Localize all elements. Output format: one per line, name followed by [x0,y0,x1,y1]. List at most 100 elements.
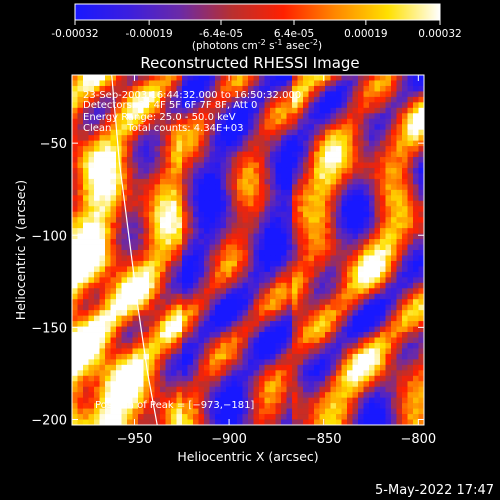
heatmap-cell [198,419,205,425]
heatmap-cell [402,337,408,344]
heatmap-cell [314,381,320,388]
heatmap-cell [187,91,194,98]
heatmap-cell [402,102,408,109]
heatmap-cell [88,332,95,338]
heatmap-cell [215,244,221,251]
heatmap-cell [325,326,331,333]
heatmap-cell [363,113,370,120]
heatmap-cell [105,353,111,360]
heatmap-cell [176,364,183,371]
heatmap-cell [226,140,232,147]
heatmap-cell [330,162,337,169]
heatmap-cell [154,277,161,284]
heatmap-cell [253,321,260,327]
heatmap-cell [413,255,419,262]
heatmap-cell [105,102,111,109]
heatmap-cell [160,315,166,322]
heatmap-cell [330,173,337,180]
heatmap-cell [275,255,282,262]
heatmap-cell [121,96,128,103]
heatmap-cell [303,129,309,136]
heatmap-cell [314,91,320,98]
heatmap-cell [121,146,128,152]
heatmap-cell [341,244,348,251]
heatmap-cell [363,250,370,256]
heatmap-cell [275,118,282,125]
heatmap-cell [402,189,408,196]
heatmap-cell [314,364,320,371]
heatmap-cell [226,386,232,393]
heatmap-cell [369,342,375,349]
heatmap-cell [209,353,216,360]
heatmap-cell [215,239,221,245]
heatmap-cell [341,118,348,125]
heatmap-cell [308,75,315,81]
heatmap-cell [259,326,265,333]
heatmap-cell [182,167,188,174]
heatmap-cell [369,408,375,415]
heatmap-cell [116,266,122,273]
heatmap-cell [220,184,227,191]
heatmap-cell [242,135,249,142]
heatmap-cell [83,118,89,125]
heatmap-cell [242,315,249,322]
heatmap-cell [110,255,117,262]
heatmap-cell [88,260,95,267]
heatmap-cell [380,403,386,409]
heatmap-cell [407,244,414,251]
heatmap-cell [237,277,243,284]
heatmap-cell [248,162,254,169]
heatmap-cell [418,266,424,273]
heatmap-cell [259,80,265,87]
heatmap-cell [83,167,89,174]
heatmap-cell [187,211,194,218]
heatmap-cell [308,228,315,234]
heatmap-cell [303,381,309,388]
heatmap-cell [363,386,370,393]
heatmap-cell [380,397,386,404]
heatmap-cell [286,157,293,163]
heatmap-cell [88,255,95,262]
heatmap-cell [358,397,364,404]
heatmap-cell [391,315,397,322]
heatmap-cell [72,244,78,251]
heatmap-cell [352,211,359,218]
heatmap-cell [253,96,260,103]
heatmap-cell [341,266,348,273]
heatmap-cell [94,206,100,213]
heatmap-cell [215,370,221,377]
heatmap-cell [303,271,309,278]
heatmap-cell [110,326,117,333]
heatmap-cell [83,233,89,240]
heatmap-cell [418,200,424,207]
heatmap-cell [308,386,315,393]
heatmap-cell [132,304,139,311]
heatmap-cell [154,392,161,399]
heatmap-cell [413,332,419,338]
heatmap-cell [143,124,150,131]
heatmap-cell [215,250,221,256]
heatmap-cell [413,162,419,169]
heatmap-cell [319,124,326,131]
heatmap-cell [308,85,315,92]
heatmap-cell [176,233,183,240]
heatmap-cell [138,414,144,420]
heatmap-cell [215,288,221,295]
heatmap-cell [347,162,353,169]
heatmap-cell [396,75,403,81]
heatmap-cell [83,157,89,163]
heatmap-cell [303,277,309,284]
heatmap-cell [94,222,100,229]
heatmap-cell [347,414,353,420]
heatmap-cell [165,304,172,311]
heatmap-cell [204,271,210,278]
heatmap-cell [297,184,304,191]
heatmap-cell [275,250,282,256]
heatmap-cell [358,195,364,202]
heatmap-cell [127,386,133,393]
heatmap-cell [94,75,100,81]
heatmap-cell [391,419,397,425]
heatmap-cell [281,151,287,158]
heatmap-cell [336,321,342,327]
heatmap-cell [94,282,100,289]
